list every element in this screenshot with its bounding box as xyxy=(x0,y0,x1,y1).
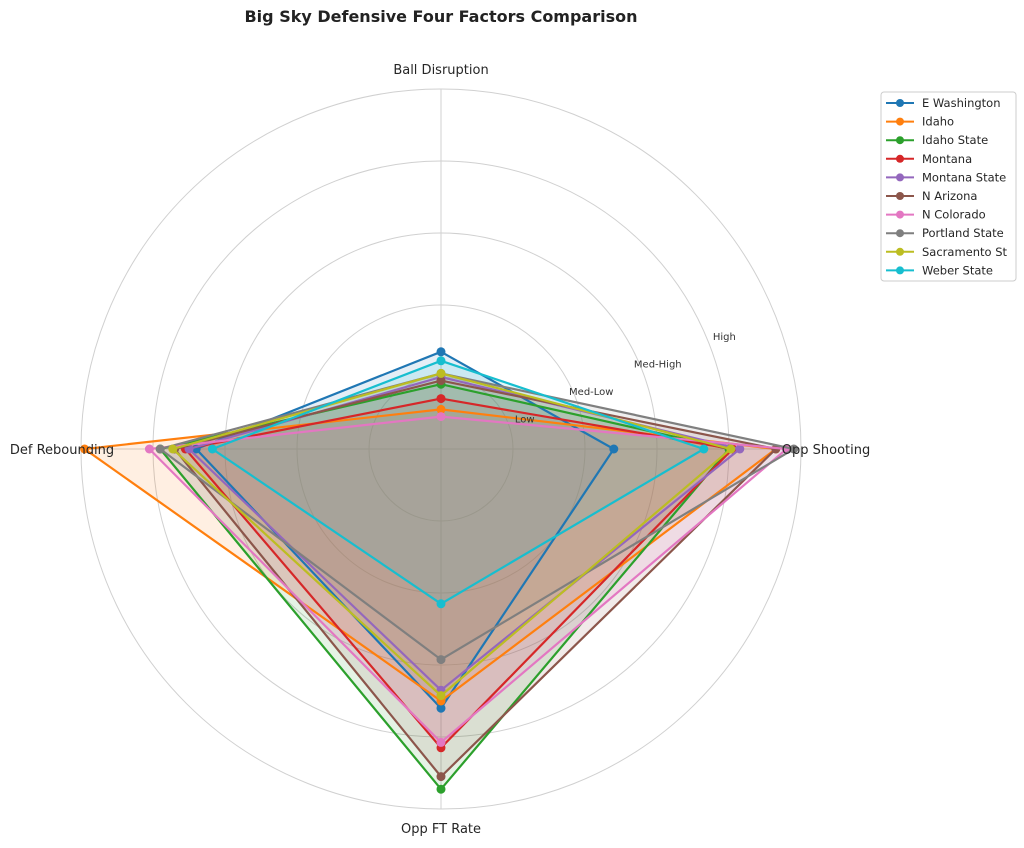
chart-title: Big Sky Defensive Four Factors Compariso… xyxy=(244,7,637,26)
legend-label: Montana xyxy=(922,152,972,166)
r-tick-label: High xyxy=(713,332,736,343)
data-point xyxy=(726,444,736,454)
data-point xyxy=(436,376,446,386)
legend-marker xyxy=(896,154,904,163)
data-point xyxy=(436,655,446,665)
axis-label: Opp Shooting xyxy=(782,443,870,458)
legend-label: Weber State xyxy=(922,263,993,277)
axis-label: Opp FT Rate xyxy=(401,822,481,837)
legend-marker xyxy=(896,117,904,126)
data-point xyxy=(436,356,446,366)
series-fill xyxy=(185,398,733,748)
legend: E Washington Idaho Idaho State Montana Monta… xyxy=(880,91,1017,282)
legend-label: Idaho xyxy=(922,115,954,129)
data-point xyxy=(436,737,446,747)
legend-marker xyxy=(896,210,904,219)
legend-marker xyxy=(896,229,904,238)
legend-label: Idaho State xyxy=(922,133,988,147)
data-point xyxy=(436,404,446,414)
data-point xyxy=(436,691,446,701)
r-tick-label: Med-High xyxy=(634,360,682,371)
data-point xyxy=(735,444,745,454)
legend-label: Portland State xyxy=(922,226,1004,240)
series-fill xyxy=(160,384,729,790)
data-point xyxy=(436,394,446,404)
legend-label: Sacramento St xyxy=(922,245,1008,259)
data-point xyxy=(80,444,90,454)
data-point xyxy=(436,347,446,357)
data-point xyxy=(609,444,619,454)
series-fill xyxy=(160,373,794,660)
legend-marker xyxy=(896,192,904,200)
series-fill xyxy=(196,351,614,709)
data-point xyxy=(207,444,217,454)
data-point xyxy=(699,444,709,454)
data-point xyxy=(789,444,799,454)
series-fill xyxy=(172,373,731,696)
data-point xyxy=(436,784,446,794)
data-point xyxy=(436,412,446,422)
data-point xyxy=(144,444,154,454)
data-point xyxy=(155,444,165,454)
axis-label: Ball Disruption xyxy=(393,63,488,78)
legend-label: Montana State xyxy=(922,170,1006,184)
data-point xyxy=(436,772,446,782)
legend-label: E Washington xyxy=(922,96,1001,110)
legend-label: N Arizona xyxy=(922,189,977,203)
series-fill xyxy=(174,380,776,777)
legend-marker xyxy=(896,247,904,256)
legend-label: N Colorado xyxy=(922,208,986,222)
legend-marker xyxy=(896,99,904,107)
legend-marker xyxy=(896,266,904,275)
r-tick-label: Med-Low xyxy=(569,387,613,398)
data-point xyxy=(436,368,446,378)
data-point xyxy=(436,599,446,609)
series-fill xyxy=(84,409,776,701)
r-tick-label: Low xyxy=(515,415,535,426)
legend-marker xyxy=(896,173,904,182)
legend-marker xyxy=(896,136,904,145)
data-point xyxy=(168,444,178,454)
legend-box xyxy=(880,91,1017,282)
series-fill xyxy=(189,377,740,691)
data-point xyxy=(436,703,446,713)
axis-label: Def Rebounding xyxy=(10,443,114,458)
series-fill xyxy=(149,416,787,743)
